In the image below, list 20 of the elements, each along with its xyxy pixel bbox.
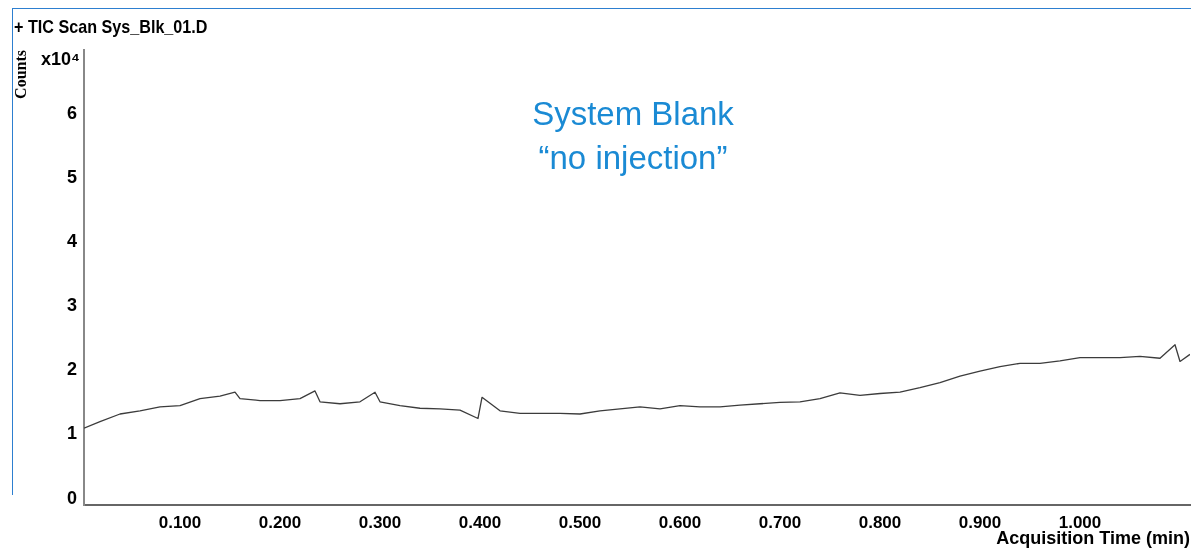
annotation: System Blank	[532, 95, 735, 133]
y-tick-label: 3	[66, 295, 77, 316]
annotation: “no injection”	[538, 139, 728, 177]
y-tick-label: 4	[66, 231, 77, 252]
x-tick-label: 0.800	[858, 512, 902, 532]
y-tick-label: 2	[66, 359, 77, 380]
y-tick-label: 5	[66, 167, 77, 188]
y-tick-label: 0	[66, 487, 77, 508]
x-tick-label: 0.500	[558, 512, 602, 532]
x-tick-label: 0.200	[258, 512, 302, 532]
chart-title: + TIC Scan Sys_Blk_01.D	[14, 16, 208, 38]
y-tick-label: 1	[66, 423, 77, 444]
x-tick-label: 0.700	[758, 512, 802, 532]
x-tick-label: 0.100	[158, 512, 202, 532]
y-tick-label: 6	[66, 103, 77, 124]
x-tick-label: 0.300	[358, 512, 402, 532]
x-tick-label: 0.400	[458, 512, 502, 532]
x-tick-label: 0.600	[658, 512, 702, 532]
text: x10⁴	[41, 48, 80, 69]
y-axis-title: Counts	[11, 50, 29, 99]
